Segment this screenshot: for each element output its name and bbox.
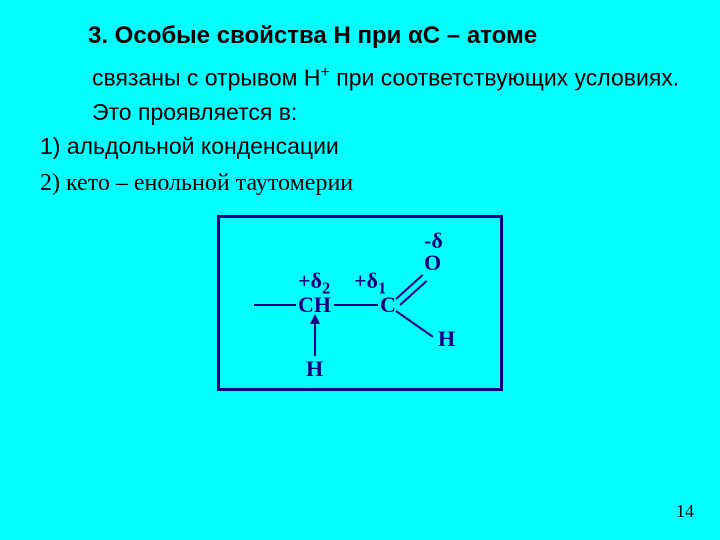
title-pre: 3. Особые свойства Н при <box>88 22 408 49</box>
para-sup: + <box>320 63 329 81</box>
atom-h-right: H <box>438 326 455 352</box>
para-post: при соответствующих условиях. <box>330 65 679 91</box>
title-alpha: α <box>408 22 423 49</box>
list-item-2: 2) кето – енольной таутомерии <box>40 170 680 197</box>
slide-title: 3. Особые свойства Н при αС – атоме <box>40 22 680 50</box>
list-item-1: 1) альдольной конденсации <box>40 133 680 160</box>
bond-line <box>395 310 433 337</box>
bond-line <box>254 304 296 306</box>
para-pre: связаны с отрывом Н <box>92 65 320 91</box>
title-post: С – атоме <box>423 22 537 49</box>
atom-c: C <box>380 292 396 318</box>
arrow-head-icon <box>310 314 320 324</box>
paragraph-2: Это проявляется в: <box>40 98 680 127</box>
page-number: 14 <box>676 501 694 522</box>
chemical-diagram: -δ O +δ2 +δ1 CH C H H <box>217 215 503 391</box>
bond-line <box>334 304 378 306</box>
atom-h-bottom: H <box>306 356 323 382</box>
para2-text: Это проявляется в: <box>92 99 297 125</box>
paragraph-1: связаны с отрывом Н+ при соответствующих… <box>40 62 680 92</box>
label-o: O <box>424 250 441 276</box>
arrow-line <box>314 322 316 356</box>
